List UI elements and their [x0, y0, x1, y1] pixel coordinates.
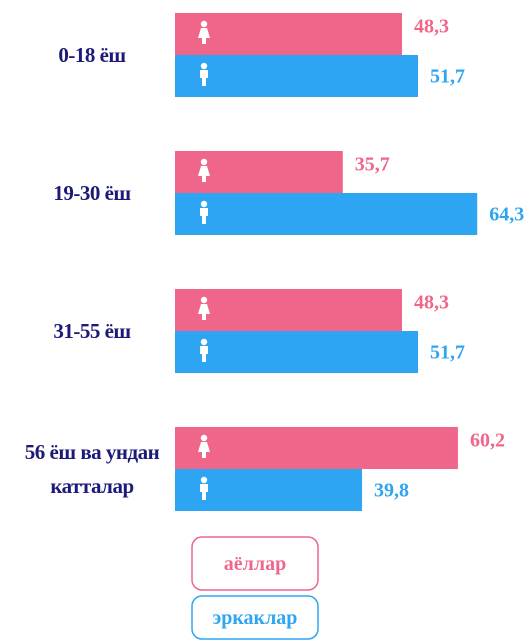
icon-body: [198, 442, 210, 458]
bar: [175, 289, 403, 331]
female-icon: [198, 20, 210, 44]
icon-body: [198, 166, 210, 182]
category-label: 19-30 ёш: [53, 181, 131, 205]
legend-label: эркаклар: [213, 607, 298, 629]
value-label: 48,3: [414, 292, 449, 314]
icon-head: [200, 158, 208, 166]
icon-body: [200, 484, 208, 500]
male-icon: [200, 200, 208, 224]
male-icon: [200, 476, 208, 500]
icon-head: [200, 296, 208, 304]
bar: [175, 13, 403, 55]
category-label: 31-55 ёш: [53, 319, 131, 343]
icon-body: [200, 208, 208, 224]
icon-body: [198, 304, 210, 320]
value-label: 51,7: [430, 342, 465, 364]
icon-head: [200, 200, 208, 208]
icon-body: [200, 70, 208, 86]
value-label: 60,2: [470, 430, 505, 452]
icon-body: [200, 346, 208, 362]
icon-head: [200, 62, 208, 70]
bar: [175, 427, 458, 469]
value-label: 35,7: [355, 154, 390, 176]
icon-head: [200, 434, 208, 442]
male-icon: [200, 62, 208, 86]
bar: [175, 55, 418, 97]
value-label: 48,3: [414, 16, 449, 38]
category-label: 56 ёш ва ундан катталар: [24, 440, 160, 498]
female-icon: [198, 434, 210, 458]
male-icon: [200, 338, 208, 362]
bar: [175, 193, 478, 235]
female-icon: [198, 158, 210, 182]
icon-body: [198, 28, 210, 44]
icon-head: [200, 20, 208, 28]
category-label: 0-18 ёш: [58, 43, 126, 67]
legend-label: аёллар: [224, 553, 286, 575]
value-label: 51,7: [430, 66, 465, 88]
icon-head: [200, 476, 208, 484]
value-label: 64,3: [489, 204, 524, 226]
value-label: 39,8: [374, 480, 409, 502]
female-icon: [198, 296, 210, 320]
icon-head: [200, 338, 208, 346]
legend-box: [191, 595, 319, 640]
legend-box: [191, 536, 319, 591]
bar: [175, 331, 418, 373]
